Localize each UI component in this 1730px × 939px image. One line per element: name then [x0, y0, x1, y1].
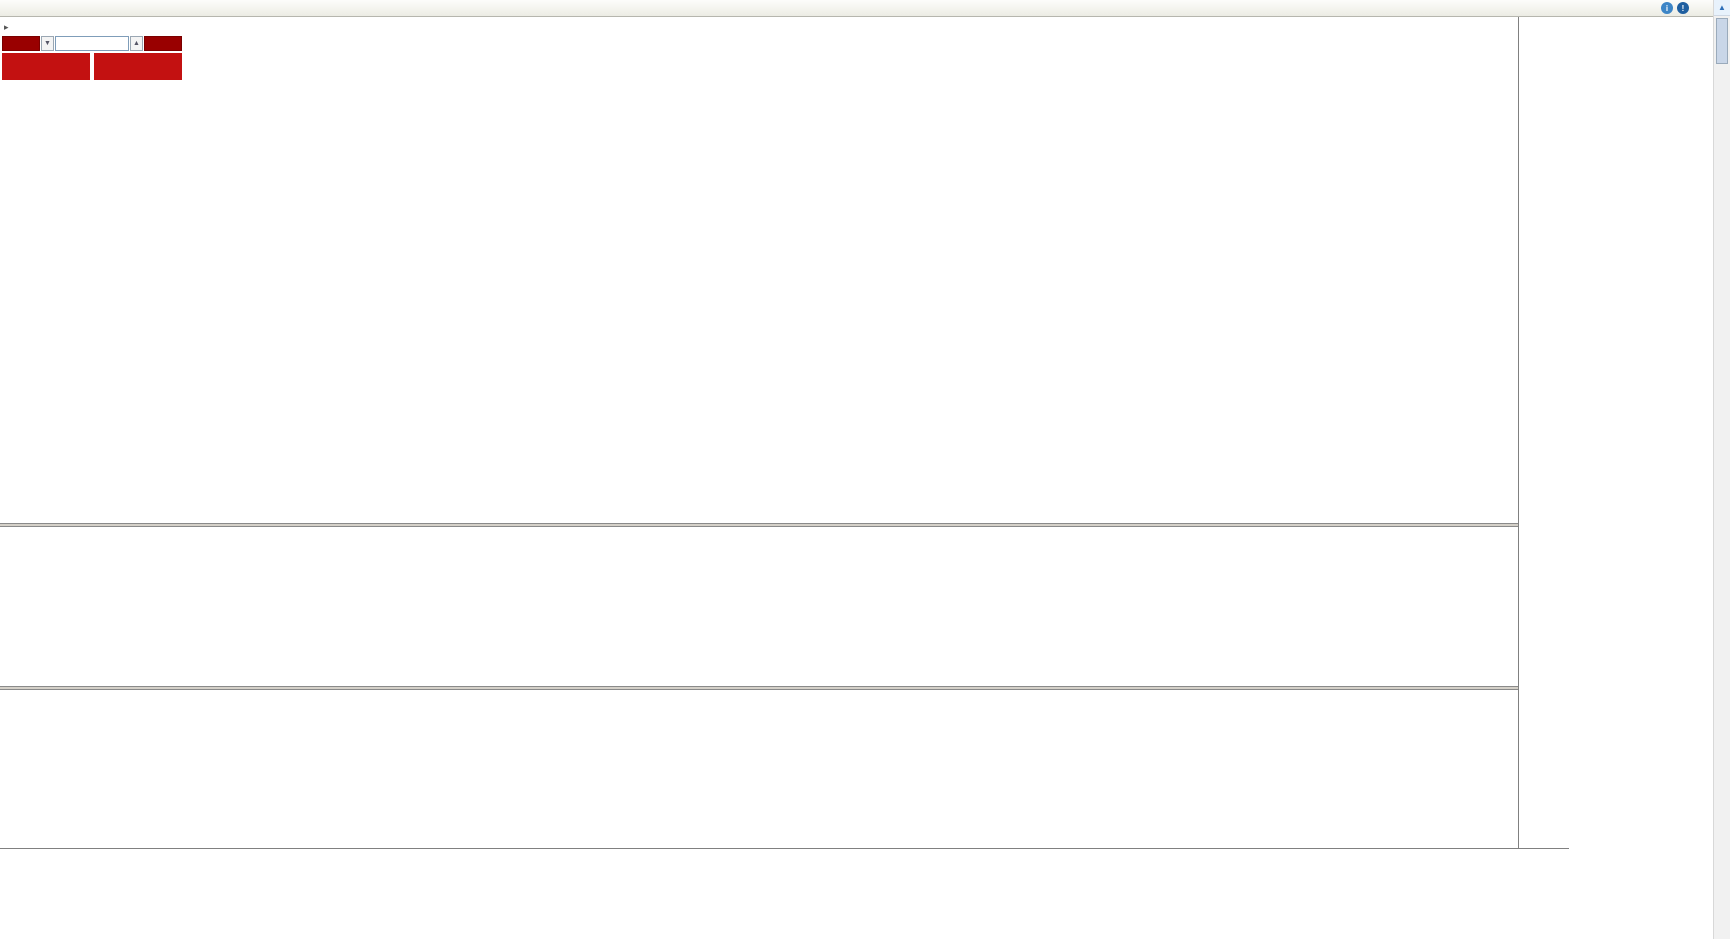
rsi-scale	[1519, 690, 1569, 848]
rsi-panel	[0, 690, 1518, 848]
rsi-splitter[interactable]	[0, 686, 1569, 690]
volume-decrease-icon[interactable]: ▼	[41, 36, 54, 51]
vertical-scrollbar[interactable]: ▲	[1713, 0, 1730, 939]
price-axis[interactable]	[1518, 17, 1569, 848]
price-buttons-row	[2, 53, 192, 80]
sell-price-button[interactable]	[2, 53, 90, 80]
one-click-trading-panel: ▼ ▲	[2, 36, 192, 80]
time-axis[interactable]	[0, 848, 1569, 866]
toolbar: i !	[0, 0, 1713, 17]
symbol-ohlc-line: ▸	[4, 21, 12, 33]
volume-increase-icon[interactable]: ▲	[130, 36, 143, 51]
macd-scale	[1519, 527, 1569, 686]
toolbar-right-icons: i !	[1661, 2, 1689, 14]
community-icon[interactable]: i	[1661, 2, 1673, 14]
buy-button[interactable]	[144, 36, 182, 51]
sell-button[interactable]	[2, 36, 40, 51]
macd-splitter[interactable]	[0, 523, 1569, 527]
chart-window: ▸ ▼ ▲	[0, 17, 1518, 523]
collapse-arrow-icon[interactable]: ▸	[4, 22, 9, 32]
scrollbar-thumb[interactable]	[1716, 18, 1728, 64]
chart-annotations	[0, 17, 1518, 523]
macd-panel	[0, 527, 1518, 686]
notifications-icon[interactable]: !	[1677, 2, 1689, 14]
main-price-scale	[1519, 17, 1569, 523]
volume-input[interactable]	[55, 36, 129, 51]
trade-controls-row: ▼ ▲	[2, 36, 192, 51]
scroll-up-icon[interactable]: ▲	[1714, 0, 1730, 16]
buy-price-button[interactable]	[94, 53, 182, 80]
